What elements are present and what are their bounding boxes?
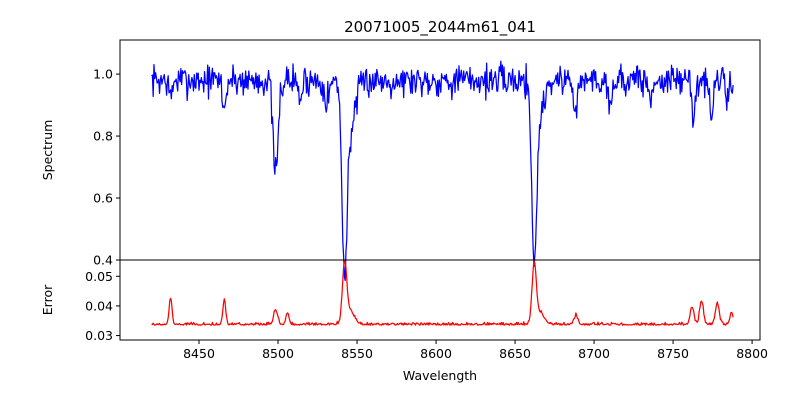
- spectrum-y-tick-label: 0.6: [93, 191, 113, 206]
- error-y-tick-label: 0.03: [85, 328, 113, 343]
- spectrum-y-tick-label: 1.0: [93, 67, 113, 82]
- x-tick-label: 8450: [183, 346, 215, 361]
- x-tick-label: 8600: [420, 346, 452, 361]
- spectrum-y-tick-label: 0.8: [93, 129, 113, 144]
- x-tick-label: 8700: [578, 346, 610, 361]
- spectrum-series-line: [151, 60, 734, 282]
- spectrum-y-tick-label: 0.4: [93, 253, 113, 268]
- spectrum-y-axis-label: Spectrum: [40, 120, 55, 181]
- error-y-tick-label: 0.05: [85, 269, 113, 284]
- x-tick-label: 8750: [657, 346, 689, 361]
- error-y-axis-label: Error: [40, 284, 55, 315]
- error-series-line: [151, 259, 734, 326]
- error-y-tick-label: 0.04: [85, 298, 113, 313]
- x-tick-label: 8550: [341, 346, 373, 361]
- chart-title: 20071005_2044m61_041: [344, 18, 536, 37]
- x-tick-label: 8500: [262, 346, 294, 361]
- x-axis-label: Wavelength: [403, 368, 477, 383]
- x-tick-label: 8800: [736, 346, 768, 361]
- error-axes-frame: [119, 259, 761, 341]
- x-tick-label: 8650: [499, 346, 531, 361]
- plot-layer: 0.4 0.6 0.8 1.0 0.03 0.04 0.05 8450 8500 8550 8600…: [85, 39, 768, 361]
